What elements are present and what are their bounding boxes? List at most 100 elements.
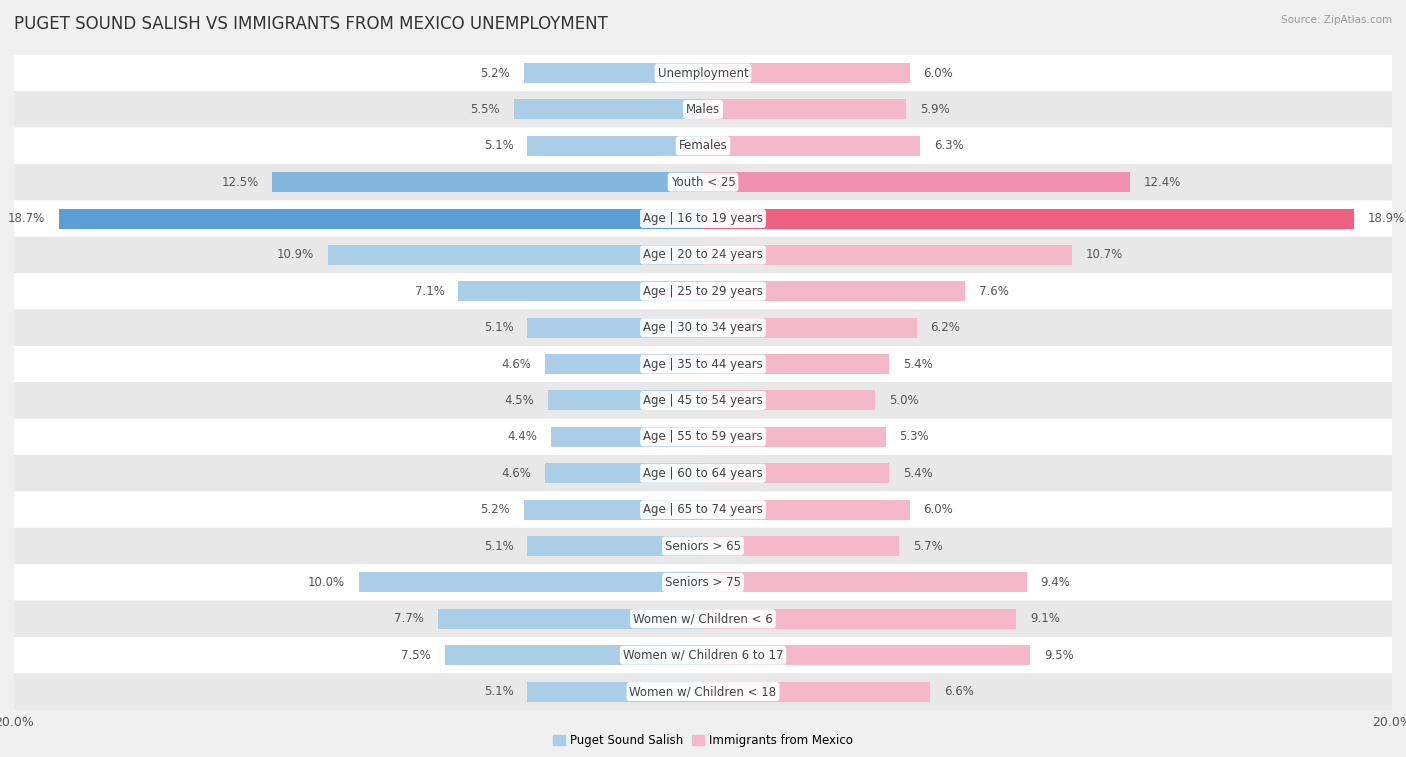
Bar: [703, 208, 1354, 229]
Bar: [544, 354, 703, 374]
Text: Females: Females: [679, 139, 727, 152]
Text: Age | 35 to 44 years: Age | 35 to 44 years: [643, 357, 763, 371]
Text: 5.9%: 5.9%: [920, 103, 950, 116]
Bar: [513, 99, 703, 120]
Bar: [544, 463, 703, 483]
Bar: [273, 172, 703, 192]
Text: Males: Males: [686, 103, 720, 116]
FancyBboxPatch shape: [14, 201, 1392, 237]
Text: 9.4%: 9.4%: [1040, 576, 1070, 589]
Text: 7.6%: 7.6%: [979, 285, 1008, 298]
Text: 12.5%: 12.5%: [221, 176, 259, 188]
FancyBboxPatch shape: [14, 637, 1392, 674]
Text: Age | 45 to 54 years: Age | 45 to 54 years: [643, 394, 763, 407]
FancyBboxPatch shape: [14, 600, 1392, 637]
Text: 5.2%: 5.2%: [481, 503, 510, 516]
Text: 6.0%: 6.0%: [924, 503, 953, 516]
Text: 7.1%: 7.1%: [415, 285, 444, 298]
Bar: [703, 245, 1071, 265]
Text: Age | 20 to 24 years: Age | 20 to 24 years: [643, 248, 763, 261]
FancyBboxPatch shape: [14, 346, 1392, 382]
Text: PUGET SOUND SALISH VS IMMIGRANTS FROM MEXICO UNEMPLOYMENT: PUGET SOUND SALISH VS IMMIGRANTS FROM ME…: [14, 15, 607, 33]
Text: 5.4%: 5.4%: [903, 357, 932, 371]
Text: Women w/ Children < 6: Women w/ Children < 6: [633, 612, 773, 625]
Bar: [59, 208, 703, 229]
Text: 5.4%: 5.4%: [903, 467, 932, 480]
Text: Unemployment: Unemployment: [658, 67, 748, 79]
Bar: [551, 427, 703, 447]
Text: Age | 25 to 29 years: Age | 25 to 29 years: [643, 285, 763, 298]
Bar: [703, 99, 907, 120]
FancyBboxPatch shape: [14, 128, 1392, 164]
Text: 6.3%: 6.3%: [934, 139, 963, 152]
FancyBboxPatch shape: [14, 674, 1392, 710]
Text: 4.5%: 4.5%: [505, 394, 534, 407]
Text: Age | 16 to 19 years: Age | 16 to 19 years: [643, 212, 763, 225]
FancyBboxPatch shape: [14, 382, 1392, 419]
Text: 5.5%: 5.5%: [470, 103, 499, 116]
Bar: [437, 609, 703, 629]
Bar: [458, 282, 703, 301]
Text: 4.6%: 4.6%: [501, 357, 531, 371]
FancyBboxPatch shape: [14, 91, 1392, 128]
Bar: [703, 354, 889, 374]
Text: Seniors > 75: Seniors > 75: [665, 576, 741, 589]
Bar: [703, 136, 920, 156]
Text: Age | 60 to 64 years: Age | 60 to 64 years: [643, 467, 763, 480]
FancyBboxPatch shape: [14, 419, 1392, 455]
Text: Women w/ Children < 18: Women w/ Children < 18: [630, 685, 776, 698]
Bar: [703, 500, 910, 519]
Bar: [444, 645, 703, 665]
FancyBboxPatch shape: [14, 528, 1392, 564]
Bar: [703, 572, 1026, 593]
Bar: [703, 536, 900, 556]
FancyBboxPatch shape: [14, 564, 1392, 600]
Bar: [328, 245, 703, 265]
Text: Youth < 25: Youth < 25: [671, 176, 735, 188]
Bar: [524, 63, 703, 83]
Text: 10.7%: 10.7%: [1085, 248, 1122, 261]
Text: 9.5%: 9.5%: [1045, 649, 1074, 662]
Bar: [703, 63, 910, 83]
FancyBboxPatch shape: [14, 273, 1392, 310]
Text: Age | 55 to 59 years: Age | 55 to 59 years: [643, 431, 763, 444]
Text: 4.4%: 4.4%: [508, 431, 537, 444]
Text: 6.0%: 6.0%: [924, 67, 953, 79]
Text: 7.7%: 7.7%: [394, 612, 425, 625]
Text: 5.7%: 5.7%: [912, 540, 943, 553]
FancyBboxPatch shape: [14, 237, 1392, 273]
Bar: [703, 609, 1017, 629]
Text: 10.0%: 10.0%: [308, 576, 344, 589]
FancyBboxPatch shape: [14, 164, 1392, 201]
FancyBboxPatch shape: [14, 310, 1392, 346]
Text: Source: ZipAtlas.com: Source: ZipAtlas.com: [1281, 15, 1392, 25]
Bar: [703, 318, 917, 338]
Text: 5.1%: 5.1%: [484, 540, 513, 553]
Text: 12.4%: 12.4%: [1144, 176, 1181, 188]
Text: 9.1%: 9.1%: [1031, 612, 1060, 625]
Text: 5.1%: 5.1%: [484, 139, 513, 152]
Legend: Puget Sound Salish, Immigrants from Mexico: Puget Sound Salish, Immigrants from Mexi…: [548, 729, 858, 752]
Text: 5.1%: 5.1%: [484, 685, 513, 698]
Text: 6.6%: 6.6%: [945, 685, 974, 698]
Bar: [703, 172, 1130, 192]
Text: 5.1%: 5.1%: [484, 321, 513, 334]
Text: Seniors > 65: Seniors > 65: [665, 540, 741, 553]
Bar: [703, 681, 931, 702]
Text: 18.7%: 18.7%: [8, 212, 45, 225]
Text: Age | 65 to 74 years: Age | 65 to 74 years: [643, 503, 763, 516]
Bar: [703, 463, 889, 483]
Bar: [527, 681, 703, 702]
Bar: [703, 427, 886, 447]
Text: 10.9%: 10.9%: [277, 248, 314, 261]
Bar: [548, 391, 703, 410]
Bar: [703, 391, 875, 410]
Text: Women w/ Children 6 to 17: Women w/ Children 6 to 17: [623, 649, 783, 662]
Text: 4.6%: 4.6%: [501, 467, 531, 480]
Text: Age | 30 to 34 years: Age | 30 to 34 years: [643, 321, 763, 334]
FancyBboxPatch shape: [14, 491, 1392, 528]
FancyBboxPatch shape: [14, 55, 1392, 91]
Text: 5.3%: 5.3%: [900, 431, 929, 444]
Text: 5.0%: 5.0%: [889, 394, 918, 407]
Text: 7.5%: 7.5%: [401, 649, 430, 662]
